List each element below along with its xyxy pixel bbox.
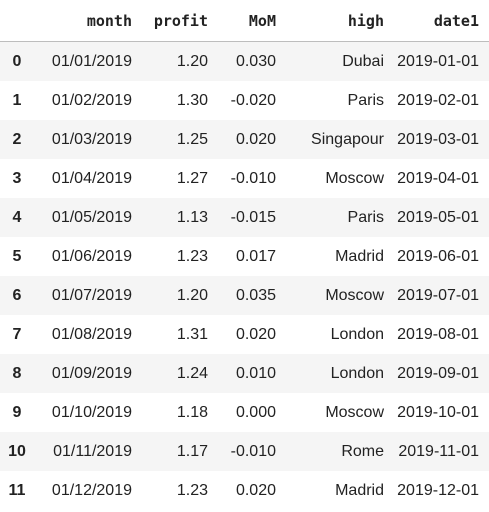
cell-high: Moscow <box>325 169 384 187</box>
row-index: 10 <box>8 442 26 460</box>
cell-month: 01/01/2019 <box>51 52 132 70</box>
row-index: 6 <box>12 286 22 304</box>
cell-date1: 2019-12-01 <box>397 481 479 499</box>
header-high: high <box>286 0 394 42</box>
cell-mom: 0.020 <box>235 481 276 499</box>
cell-date1: 2019-07-01 <box>397 286 479 304</box>
cell-high: Madrid <box>335 481 384 499</box>
cell-high: Paris <box>347 208 384 226</box>
cell-profit: 1.20 <box>176 52 208 70</box>
cell-month: 01/03/2019 <box>51 130 132 148</box>
cell-month: 01/08/2019 <box>51 325 132 343</box>
cell-date1: 2019-06-01 <box>397 247 479 265</box>
cell-profit: 1.13 <box>176 208 208 226</box>
row-index: 0 <box>12 52 22 70</box>
table-row: 11 01/12/2019 1.23 0.020 Madrid 2019-12-… <box>0 471 489 510</box>
table-row: 5 01/06/2019 1.23 0.017 Madrid 2019-06-0… <box>0 237 489 276</box>
cell-month: 01/02/2019 <box>51 91 132 109</box>
cell-profit: 1.20 <box>176 286 208 304</box>
row-index: 9 <box>12 403 22 421</box>
table-header: month profit MoM high date1 <box>0 0 489 42</box>
cell-high: Singapour <box>311 130 384 148</box>
row-index: 2 <box>12 130 22 148</box>
cell-month: 01/09/2019 <box>51 364 132 382</box>
cell-profit: 1.31 <box>176 325 208 343</box>
cell-date1: 2019-04-01 <box>397 169 479 187</box>
table-row: 6 01/07/2019 1.20 0.035 Moscow 2019-07-0… <box>0 276 489 315</box>
cell-profit: 1.30 <box>176 91 208 109</box>
table-row: 1 01/02/2019 1.30 -0.020 Paris 2019-02-0… <box>0 81 489 120</box>
cell-mom: 0.000 <box>235 403 276 421</box>
cell-profit: 1.18 <box>176 403 208 421</box>
cell-profit: 1.23 <box>176 247 208 265</box>
header-month: month <box>34 0 142 42</box>
cell-mom: -0.015 <box>230 208 276 226</box>
cell-high: London <box>330 364 384 382</box>
header-profit: profit <box>142 0 218 42</box>
cell-month: 01/07/2019 <box>51 286 132 304</box>
cell-date1: 2019-05-01 <box>397 208 479 226</box>
row-index: 5 <box>12 247 22 265</box>
row-index: 4 <box>12 208 22 226</box>
cell-high: Moscow <box>325 403 384 421</box>
cell-month: 01/10/2019 <box>51 403 132 421</box>
cell-mom: 0.035 <box>235 286 276 304</box>
cell-date1: 2019-03-01 <box>397 130 479 148</box>
table-body: 0 01/01/2019 1.20 0.030 Dubai 2019-01-01… <box>0 41 489 510</box>
cell-mom: 0.030 <box>235 52 276 70</box>
cell-high: Rome <box>341 442 384 460</box>
cell-high: Dubai <box>342 52 384 70</box>
header-index <box>0 0 34 42</box>
header-mom: MoM <box>218 0 286 42</box>
cell-month: 01/05/2019 <box>51 208 132 226</box>
table-row: 9 01/10/2019 1.18 0.000 Moscow 2019-10-0… <box>0 393 489 432</box>
cell-date1: 2019-11-01 <box>398 442 479 460</box>
table-row: 0 01/01/2019 1.20 0.030 Dubai 2019-01-01 <box>0 41 489 81</box>
cell-profit: 1.17 <box>176 442 208 460</box>
cell-month: 01/06/2019 <box>51 247 132 265</box>
row-index: 1 <box>12 91 22 109</box>
cell-high: Paris <box>347 91 384 109</box>
cell-date1: 2019-02-01 <box>397 91 479 109</box>
cell-date1: 2019-09-01 <box>397 364 479 382</box>
cell-profit: 1.27 <box>176 169 208 187</box>
table-row: 3 01/04/2019 1.27 -0.010 Moscow 2019-04-… <box>0 159 489 198</box>
cell-mom: 0.020 <box>235 130 276 148</box>
cell-month: 01/11/2019 <box>53 442 132 460</box>
header-date1: date1 <box>394 0 489 42</box>
cell-date1: 2019-08-01 <box>397 325 479 343</box>
cell-high: London <box>330 325 384 343</box>
table-row: 10 01/11/2019 1.17 -0.010 Rome 2019-11-0… <box>0 432 489 471</box>
cell-high: Madrid <box>335 247 384 265</box>
cell-date1: 2019-10-01 <box>397 403 479 421</box>
cell-date1: 2019-01-01 <box>397 52 479 70</box>
header-row: month profit MoM high date1 <box>0 0 489 42</box>
row-index: 8 <box>12 364 22 382</box>
table-row: 2 01/03/2019 1.25 0.020 Singapour 2019-0… <box>0 120 489 159</box>
cell-high: Moscow <box>325 286 384 304</box>
cell-month: 01/12/2019 <box>51 481 132 499</box>
table-row: 8 01/09/2019 1.24 0.010 London 2019-09-0… <box>0 354 489 393</box>
cell-mom: 0.010 <box>235 364 276 382</box>
cell-profit: 1.23 <box>176 481 208 499</box>
cell-mom: -0.010 <box>230 169 276 187</box>
row-index: 3 <box>12 169 22 187</box>
cell-mom: -0.010 <box>230 442 276 460</box>
table-row: 4 01/05/2019 1.13 -0.015 Paris 2019-05-0… <box>0 198 489 237</box>
cell-mom: 0.017 <box>235 247 276 265</box>
cell-mom: -0.020 <box>230 91 276 109</box>
cell-profit: 1.24 <box>176 364 208 382</box>
cell-mom: 0.020 <box>235 325 276 343</box>
cell-month: 01/04/2019 <box>51 169 132 187</box>
row-index: 11 <box>8 481 26 499</box>
row-index: 7 <box>12 325 22 343</box>
cell-profit: 1.25 <box>176 130 208 148</box>
table-row: 7 01/08/2019 1.31 0.020 London 2019-08-0… <box>0 315 489 354</box>
